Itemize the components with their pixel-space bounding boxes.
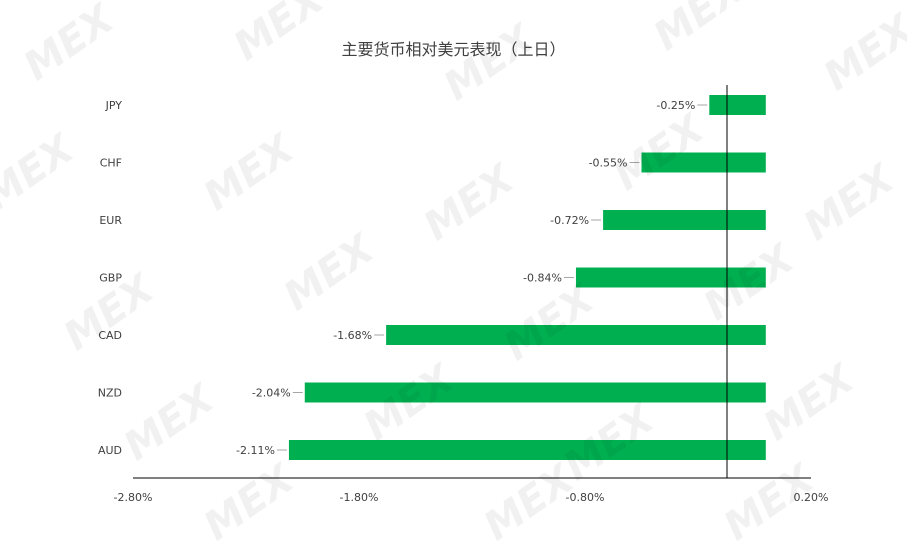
data-label-nzd: -2.04%	[252, 387, 291, 400]
category-label-cad: CAD	[98, 329, 122, 342]
bar-chart: -0.25% -0.55% -0.72% -0.84% -1.68% -2.04% -2.1…	[0, 0, 907, 530]
bar-jpy	[709, 95, 766, 115]
x-tick-label: 0.20%	[794, 491, 829, 504]
bar-nzd	[305, 383, 766, 403]
x-tick-label: -1.80%	[340, 491, 379, 504]
data-label-chf: -0.55%	[589, 157, 628, 170]
bar-cad	[386, 325, 766, 345]
category-label-eur: EUR	[99, 214, 122, 227]
category-label-chf: CHF	[100, 157, 122, 170]
bar-chf	[642, 153, 766, 173]
category-label-gbp: GBP	[99, 272, 122, 285]
bars-layer: -0.25% -0.55% -0.72% -0.84% -1.68% -2.04% -2.1…	[236, 95, 766, 460]
category-label-nzd: NZD	[98, 387, 122, 400]
x-tick-label: -2.80%	[114, 491, 153, 504]
bar-eur	[603, 210, 766, 230]
data-label-gbp: -0.84%	[523, 272, 562, 285]
bar-gbp	[576, 268, 766, 288]
category-label-jpy: JPY	[105, 99, 123, 112]
data-label-jpy: -0.25%	[656, 99, 695, 112]
data-label-eur: -0.72%	[550, 214, 589, 227]
data-label-cad: -1.68%	[333, 329, 372, 342]
bar-aud	[289, 440, 766, 460]
x-tick-label: -0.80%	[566, 491, 605, 504]
data-label-aud: -2.11%	[236, 444, 275, 457]
category-label-aud: AUD	[98, 444, 122, 457]
